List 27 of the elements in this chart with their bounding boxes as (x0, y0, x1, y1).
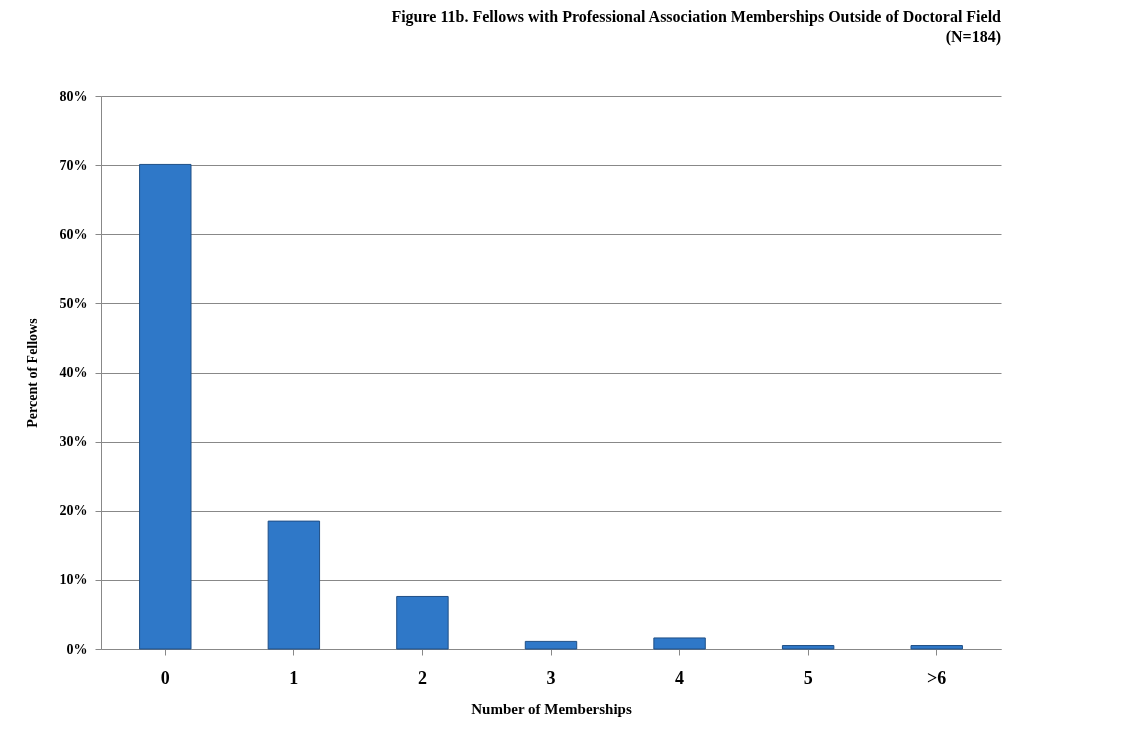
bar (524, 640, 578, 650)
y-tick-label: 80% (59, 88, 88, 104)
y-tick-label: 10% (59, 572, 88, 588)
bar (910, 645, 963, 650)
bar (781, 645, 835, 650)
bar (396, 595, 449, 650)
x-tick-label: 1 (289, 667, 299, 688)
y-tick-label: 20% (59, 503, 88, 519)
chart-subtitle: (N=184) (945, 28, 1001, 46)
x-tick-label: 2 (417, 667, 427, 688)
x-tick-label: 0 (160, 667, 170, 688)
y-tick-label: 70% (59, 157, 88, 173)
x-tick-label: 3 (546, 667, 556, 688)
y-tick-label: 0% (66, 641, 88, 657)
y-tick-label: 60% (59, 226, 88, 242)
chart-title: Figure 11b. Fellows with Professional Association Memberships Outside of Doctoral Field (391, 8, 1002, 26)
y-axis-title: Percent of Fellows (24, 317, 40, 428)
y-tick-label: 40% (59, 365, 88, 380)
x-tick-label: >6 (927, 667, 947, 688)
x-tick-label: 5 (803, 667, 813, 688)
x-tick-label: 4 (675, 667, 685, 688)
bar (653, 637, 706, 650)
y-tick-label: 30% (59, 434, 88, 450)
y-tick-label: 50% (59, 295, 88, 311)
bar (139, 163, 192, 650)
x-axis-title: Number of Memberships (471, 700, 632, 717)
bar (267, 520, 321, 650)
